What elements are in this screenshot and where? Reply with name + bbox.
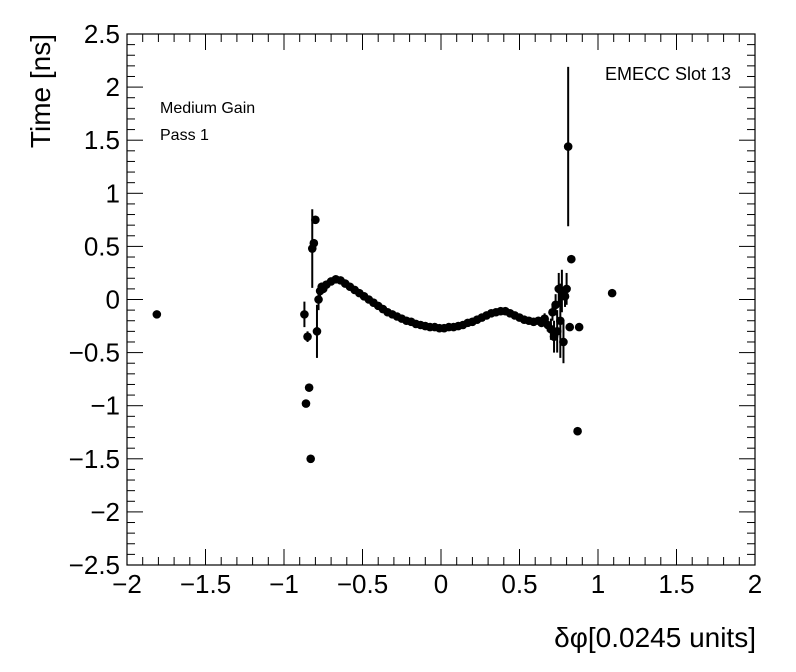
y-tick-label: −1.5 (69, 444, 120, 474)
annotation-pass: Pass 1 (160, 127, 209, 144)
data-point (304, 383, 314, 392)
data-point (574, 322, 584, 332)
y-tick-label: −2 (90, 497, 120, 527)
y-tick-label: 2.5 (84, 19, 120, 49)
y-axis-title: Time [ns] (25, 34, 56, 148)
data-point (607, 288, 617, 298)
data-point (303, 332, 312, 341)
annotation-gain: Medium Gain (160, 100, 255, 117)
data-point (552, 327, 562, 336)
data-point (312, 327, 322, 336)
annotation-slot: EMECC Slot 13 (605, 64, 731, 84)
y-tick-label: −1 (90, 391, 120, 421)
data-point (314, 295, 323, 304)
x-tick-label: 2 (748, 569, 762, 599)
data-point (306, 454, 315, 464)
data-point (556, 316, 565, 326)
y-tick-label: 1.5 (84, 125, 120, 155)
data-point (548, 307, 557, 317)
x-tick-label: 0 (434, 569, 448, 599)
x-tick-label: 1 (591, 569, 605, 599)
data-point (562, 284, 571, 294)
y-tick-label: −0.5 (69, 338, 120, 368)
data-point (573, 426, 582, 436)
data-point (300, 310, 309, 319)
data-point (567, 254, 576, 264)
axis-ticks (126, 33, 756, 566)
x-tick-label: −1.5 (180, 569, 231, 599)
data-point (559, 337, 568, 347)
data-point (565, 322, 575, 332)
data-point (551, 300, 560, 310)
data-points (152, 142, 617, 464)
x-tick-label: 1.5 (658, 569, 694, 599)
data-point (540, 314, 549, 323)
x-tick-label: 0.5 (501, 569, 537, 599)
x-tick-label: −0.5 (337, 569, 388, 599)
x-tick-label: −1 (269, 569, 299, 599)
data-point (311, 215, 320, 225)
data-point (560, 292, 570, 301)
data-point (152, 310, 162, 319)
data-point (301, 399, 311, 408)
y-tick-label: 1 (106, 178, 120, 208)
y-tick-label: −2.5 (69, 550, 120, 580)
data-point (309, 238, 319, 248)
x-tick-label: −2 (112, 569, 142, 599)
axis-tick-labels: −2 −1.5 −1 −0.5 0 0.5 1 1.5 2 2.5 2 1.5 1 0.5 0 −0.5 −1 −… (69, 19, 763, 599)
y-tick-label: 0 (106, 285, 120, 315)
data-point (563, 142, 573, 151)
y-tick-label: 0.5 (84, 231, 120, 261)
y-tick-label: 2 (106, 72, 120, 102)
x-axis-title: δφ[0.0245 units] (554, 622, 756, 653)
